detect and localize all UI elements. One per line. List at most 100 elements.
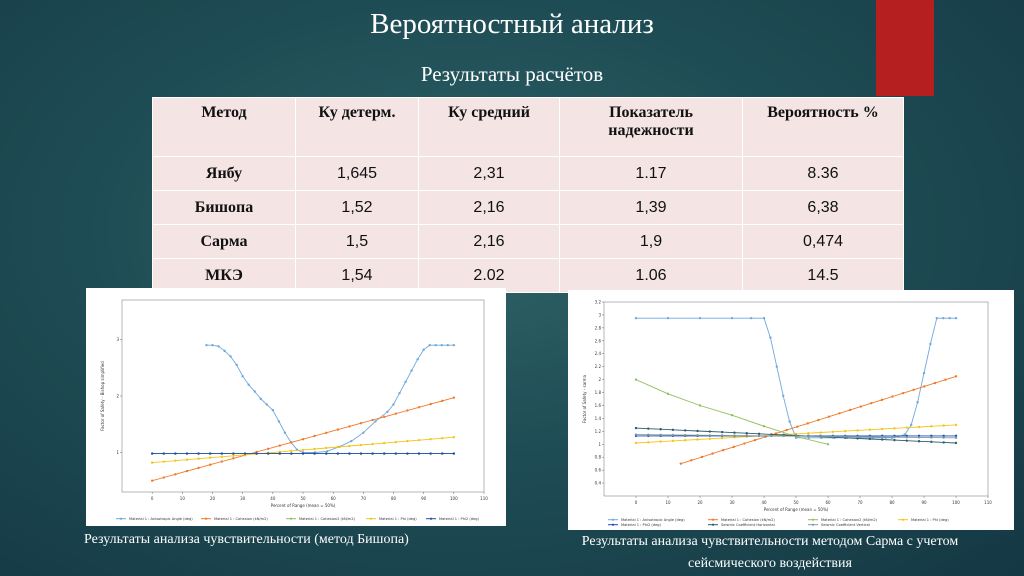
data-point [745, 434, 748, 437]
legend-label: Material 1 : Phi (deg) [911, 518, 949, 522]
data-point [416, 358, 419, 361]
data-point [271, 408, 275, 412]
data-point [394, 412, 398, 415]
y-tick-label: 2 [598, 377, 601, 382]
data-point [880, 398, 884, 402]
data-point [185, 469, 189, 473]
data-point [359, 443, 363, 447]
table-cell: 1,39 [559, 190, 743, 225]
data-point [720, 436, 724, 440]
table-cell: 8.36 [742, 156, 904, 191]
legend-marker [901, 518, 905, 521]
table-cell: 1.06 [559, 258, 743, 293]
results-table: Метод Ку детерм. Ку средний Показатель н… [152, 97, 904, 293]
x-tick-label: 60 [331, 496, 337, 501]
legend-marker [711, 523, 715, 526]
data-point [788, 420, 791, 423]
data-point [817, 418, 820, 422]
header-ky-determ: Ку детерм. [295, 97, 419, 157]
legend-marker [429, 517, 433, 520]
data-point [831, 435, 835, 438]
data-point [394, 452, 398, 455]
data-point [634, 441, 638, 445]
x-tick-label: 30 [240, 496, 246, 501]
y-tick-label: 1.8 [595, 390, 602, 395]
data-point [220, 455, 223, 458]
data-point [446, 343, 449, 347]
data-point [762, 424, 766, 428]
x-tick-label: 100 [952, 500, 960, 505]
data-point [708, 430, 712, 433]
data-point [782, 394, 785, 397]
legend-marker [119, 517, 123, 520]
data-point [441, 452, 444, 455]
data-point [253, 390, 256, 393]
data-point [336, 452, 340, 455]
data-point [696, 429, 699, 433]
data-point [954, 434, 958, 438]
data-point [208, 452, 212, 455]
data-point [844, 429, 847, 433]
data-point [935, 316, 938, 320]
legend-label: Material 1 : Cohesion2 (kN/m2) [821, 518, 878, 522]
data-point [930, 425, 933, 428]
data-point [278, 444, 281, 447]
data-point [266, 452, 270, 455]
data-point [880, 438, 884, 441]
table-cell: МКЭ [152, 258, 296, 293]
data-point [954, 436, 958, 439]
data-point [255, 452, 258, 455]
legend-label: Material 1 : Anisotropic Angle (deg) [621, 518, 685, 522]
table-row: Сарма 1,5 2,16 1,9 0,474 [152, 224, 904, 259]
data-point [162, 460, 165, 463]
data-point [757, 432, 761, 436]
legend-marker [811, 518, 815, 521]
table-header-row: Метод Ку детерм. Ку средний Показатель н… [152, 97, 904, 157]
data-point [942, 436, 945, 439]
table-cell: 1,54 [295, 258, 419, 293]
data-point [659, 440, 662, 443]
data-point [659, 428, 662, 431]
data-point [301, 438, 305, 441]
data-point [671, 433, 675, 437]
data-point [359, 422, 363, 425]
data-point [634, 433, 638, 436]
table-cell: 2,31 [418, 156, 560, 191]
data-point [417, 406, 421, 409]
x-axis-label: Percent of Range (mean = 50%) [271, 503, 336, 508]
table-cell: 1.17 [559, 156, 743, 191]
data-point [647, 433, 650, 436]
data-point [826, 443, 830, 446]
data-point [290, 449, 293, 453]
data-point [290, 441, 293, 444]
y-tick-label: 2.8 [595, 325, 602, 330]
data-point [452, 436, 456, 439]
data-point [362, 431, 365, 434]
y-tick-label: 0.6 [595, 468, 602, 473]
data-point [392, 403, 395, 406]
table-cell: 2,16 [418, 224, 560, 259]
y-tick-label: 0.4 [595, 481, 602, 486]
data-point [223, 349, 226, 353]
data-point [441, 399, 444, 403]
data-point [404, 380, 407, 384]
data-point [174, 473, 177, 476]
caption-bishop: Результаты анализа чувствительности (мет… [84, 532, 409, 547]
data-point [229, 355, 232, 358]
data-point [757, 434, 761, 438]
data-point [278, 452, 281, 455]
data-point [634, 378, 638, 381]
data-point [301, 452, 305, 455]
data-point [371, 452, 374, 455]
table-cell: Сарма [152, 224, 296, 259]
data-point [417, 452, 421, 455]
data-point [844, 435, 847, 438]
data-point [325, 446, 328, 450]
data-point [698, 316, 702, 320]
data-point [208, 456, 212, 459]
data-point [848, 408, 852, 412]
data-point [929, 342, 932, 346]
data-point [942, 424, 945, 427]
y-tick-label: 1.4 [595, 416, 602, 421]
data-point [944, 378, 947, 381]
